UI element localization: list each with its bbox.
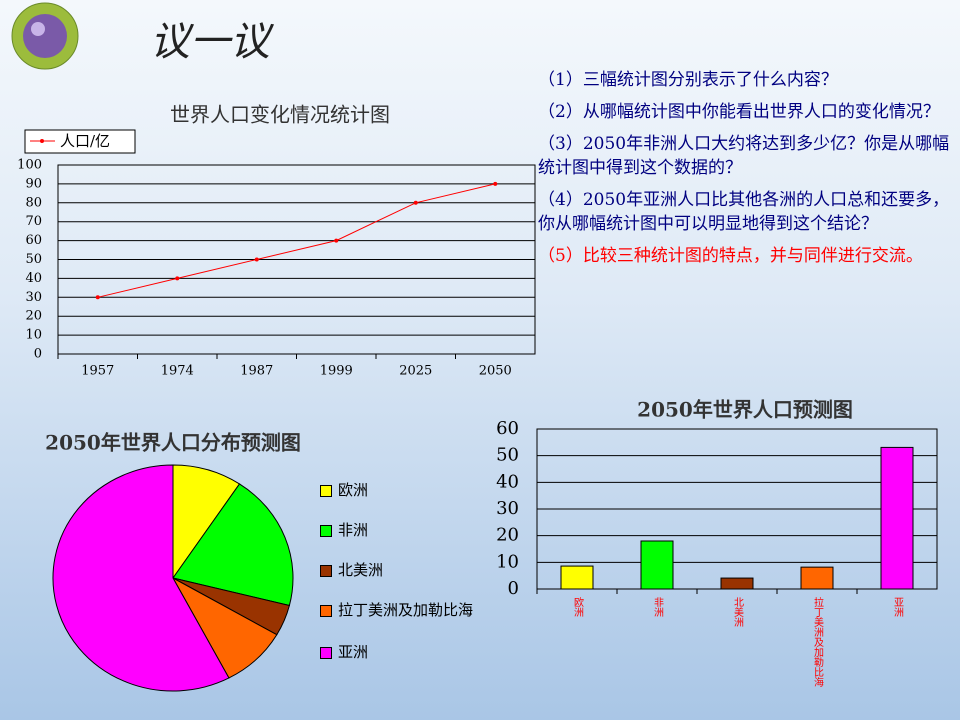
pie-slice	[172, 483, 294, 607]
slide-title: 议一议	[150, 19, 275, 65]
y-tick-label: 0	[508, 578, 519, 599]
x-tick-label: 北美洲	[732, 597, 744, 627]
x-tick-label: 1999	[320, 364, 353, 379]
chart-title: 2050年世界人口分布预测图	[45, 431, 301, 455]
legend-swatch	[320, 485, 332, 497]
question: （2）从哪幅统计图中你能看出世界人口的变化情况？	[538, 102, 940, 122]
bar	[560, 565, 594, 590]
point	[493, 181, 498, 186]
point	[95, 295, 100, 300]
legend-swatch	[320, 525, 332, 537]
y-tick-label: 60	[25, 233, 42, 248]
y-tick-label: 50	[496, 445, 519, 466]
legend-box	[24, 129, 136, 154]
y-tick-label: 40	[25, 271, 42, 286]
legend-swatch	[320, 605, 332, 617]
point	[334, 238, 339, 243]
question: （1）三幅统计图分别表示了什么内容？	[538, 70, 838, 90]
x-tick-label: 欧洲	[572, 597, 584, 617]
legend-swatch	[320, 647, 332, 659]
bar	[720, 577, 754, 590]
chart-title: 2050年世界人口预测图	[637, 398, 853, 422]
icon	[11, 2, 79, 70]
x-tick-label: 1957	[81, 364, 114, 379]
series-line	[97, 183, 496, 298]
legend-marker	[40, 139, 44, 143]
x-tick-label: 拉丁美洲及加勒比海	[812, 596, 824, 688]
x-tick-label: 非洲	[652, 597, 664, 617]
chart-title: 世界人口变化情况统计图	[170, 103, 390, 127]
x-tick-label: 2050	[479, 364, 512, 379]
point	[175, 276, 180, 281]
bar	[640, 540, 674, 590]
y-tick-label: 70	[25, 214, 42, 229]
legend-item: 非洲	[320, 520, 478, 540]
point	[413, 200, 418, 205]
y-tick-label: 20	[496, 525, 519, 546]
x-tick-label: 亚洲	[892, 597, 904, 617]
legend-item: 欧洲	[320, 480, 478, 500]
legend-swatch	[320, 565, 332, 577]
x-tick-label: 1974	[161, 364, 194, 379]
y-tick-label: 90	[25, 176, 42, 191]
legend-item: 北美洲	[320, 560, 478, 580]
question: （5）比较三种统计图的特点，并与同伴进行交流。	[538, 246, 923, 266]
legend-item: 拉丁美洲及加勒比海	[320, 600, 478, 620]
pie-slice	[52, 464, 230, 692]
y-tick-label: 80	[25, 195, 42, 210]
bar	[880, 446, 914, 590]
bar	[800, 566, 834, 590]
y-tick-label: 50	[25, 252, 42, 267]
y-tick-label: 30	[25, 290, 42, 305]
x-tick-label: 2025	[399, 364, 432, 379]
y-tick-label: 40	[496, 471, 519, 492]
y-tick-label: 10	[496, 551, 519, 572]
y-tick-label: 20	[25, 309, 42, 324]
question: （3）2050年非洲人口大约将达到多少亿？你是从哪幅统计图中得到这个数据的？	[538, 134, 950, 178]
y-tick-label: 10	[25, 328, 42, 343]
question: （4）2050年亚洲人口比其他各洲的人口总和还要多，你从哪幅统计图中可以明显地得…	[538, 190, 950, 234]
questions: （1）三幅统计图分别表示了什么内容？ （2）从哪幅统计图中你能看出世界人口的变化情…	[538, 68, 950, 276]
legend-item: 亚洲	[320, 642, 478, 662]
y-tick-label: 30	[496, 498, 519, 519]
y-tick-label: 100	[17, 158, 42, 173]
y-tick-label: 60	[496, 418, 519, 439]
legend-label: 人口/亿	[60, 132, 110, 150]
y-tick-label: 0	[34, 347, 42, 362]
x-tick-label: 1987	[240, 364, 273, 379]
point	[254, 257, 259, 262]
